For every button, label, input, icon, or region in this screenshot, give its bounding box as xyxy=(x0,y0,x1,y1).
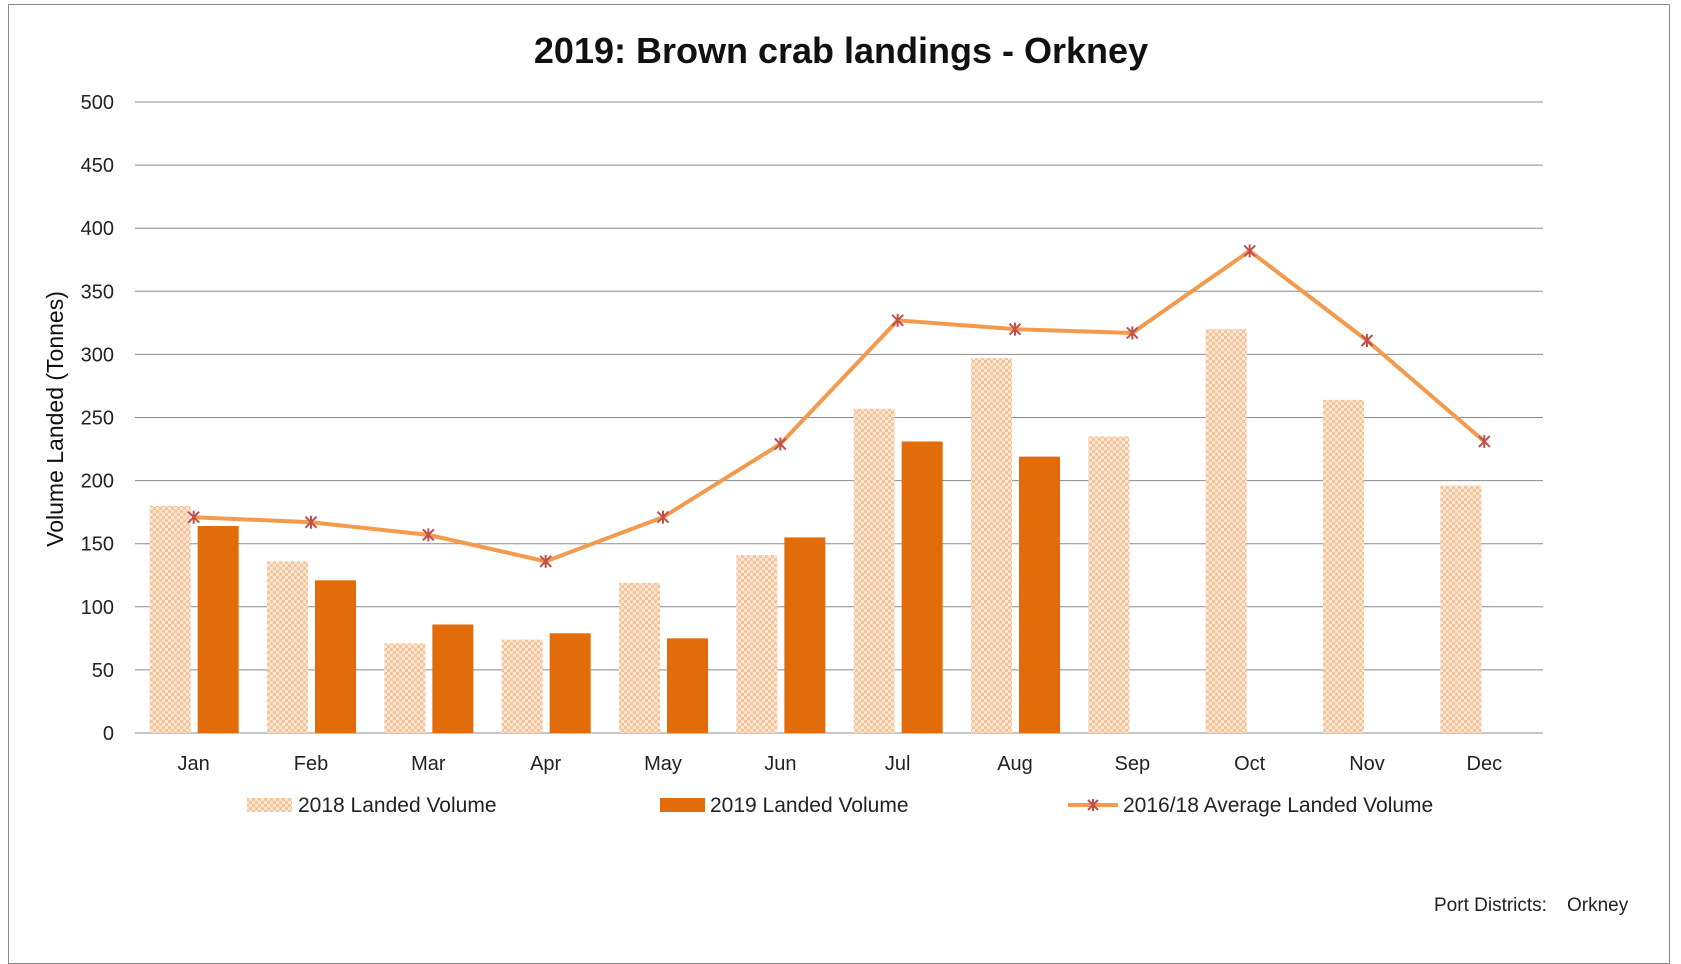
x-tick-label: May xyxy=(644,753,682,775)
y-tick-label: 50 xyxy=(92,660,114,682)
bar-2018-apr xyxy=(501,639,543,733)
bar-2018-may xyxy=(619,582,660,733)
y-tick-label: 250 xyxy=(81,408,114,430)
y-tick-label: 0 xyxy=(103,723,114,745)
average-point-dec xyxy=(1478,434,1491,448)
average-line xyxy=(187,244,1491,568)
average-point-sep xyxy=(1126,326,1139,340)
average-point-oct xyxy=(1243,244,1256,258)
bar-2018-jan xyxy=(149,505,191,733)
bar-2019-apr xyxy=(549,633,591,733)
bar-2018-jul xyxy=(853,408,895,733)
y-tick-label: 300 xyxy=(81,344,114,366)
average-point-nov xyxy=(1360,334,1374,348)
bar-2018-mar xyxy=(384,643,426,733)
x-tick-label: Feb xyxy=(294,753,328,775)
legend-label-2019: 2019 Landed Volume xyxy=(710,794,909,817)
average-point-feb xyxy=(304,515,318,529)
x-tick-label: Oct xyxy=(1234,753,1266,775)
legend-label-2018: 2018 Landed Volume xyxy=(298,794,497,817)
legend: 2018 Landed Volume 2019 Landed Volume 2016… xyxy=(247,794,1433,817)
y-tick-label: 500 xyxy=(81,92,114,114)
bar-2018-nov xyxy=(1323,399,1364,733)
bar-2019-feb xyxy=(315,580,356,733)
average-point-apr xyxy=(539,554,552,568)
x-tick-labels: Jan Feb Mar Apr May Jun Jul Aug Sep Oct Nov Dec xyxy=(178,753,1503,775)
bar-2018-aug xyxy=(971,358,1012,733)
y-tick-label: 200 xyxy=(81,471,114,493)
legend-swatch-2019 xyxy=(660,798,705,812)
x-tick-label: Sep xyxy=(1115,753,1151,775)
bar-2018-dec xyxy=(1440,485,1482,733)
bar-2018-sep xyxy=(1088,436,1130,733)
y-tick-label: 350 xyxy=(81,281,114,303)
y-tick-labels: 0 50 100 150 200 250 300 350 400 450 500 xyxy=(81,92,114,745)
y-tick-label: 150 xyxy=(81,534,114,556)
chart-title: 2019: Brown crab landings - Orkney xyxy=(534,30,1148,71)
port-districts-value: Orkney xyxy=(1567,895,1629,916)
bars xyxy=(149,329,1482,733)
bar-2019-mar xyxy=(432,624,474,733)
average-point-mar xyxy=(422,528,435,542)
average-point-jan xyxy=(187,510,200,524)
legend-swatch-2018 xyxy=(247,798,292,812)
bar-2019-may xyxy=(667,638,708,733)
y-axis-title: Volume Landed (Tonnes) xyxy=(42,291,68,547)
bar-2019-jul xyxy=(901,441,943,733)
legend-label-average: 2016/18 Average Landed Volume xyxy=(1123,794,1433,817)
average-point-aug xyxy=(1008,322,1022,336)
x-tick-label: Mar xyxy=(411,753,446,775)
bar-2019-jun xyxy=(784,537,826,733)
average-point-jun xyxy=(774,437,787,451)
x-tick-label: Apr xyxy=(530,753,561,775)
x-tick-label: Nov xyxy=(1349,753,1385,775)
y-tick-label: 100 xyxy=(81,597,114,619)
x-tick-label: Jan xyxy=(178,753,210,775)
average-line-path xyxy=(193,248,1486,564)
x-tick-label: Jul xyxy=(885,753,911,775)
y-tick-label: 450 xyxy=(81,155,114,177)
bar-2019-aug xyxy=(1019,456,1060,733)
bar-2018-jun xyxy=(736,555,778,733)
y-tick-label: 400 xyxy=(81,218,114,240)
gridlines xyxy=(135,101,1543,734)
bar-2019-jan xyxy=(197,526,239,733)
x-tick-label: Jun xyxy=(764,753,796,775)
x-tick-label: Aug xyxy=(997,753,1033,775)
port-districts-label: Port Districts: xyxy=(1434,895,1547,916)
x-tick-label: Dec xyxy=(1467,753,1503,775)
average-point-jul xyxy=(891,313,904,327)
bar-2018-oct xyxy=(1205,329,1247,733)
legend-swatch-average xyxy=(1068,799,1118,811)
bar-2018-feb xyxy=(267,561,308,733)
average-point-may xyxy=(656,510,670,524)
